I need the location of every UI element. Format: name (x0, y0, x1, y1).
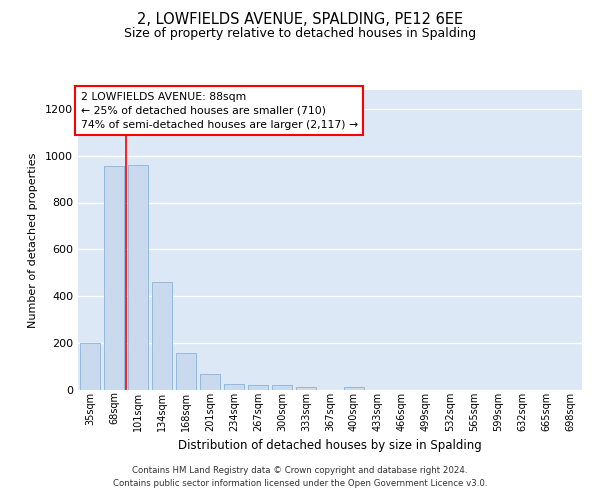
X-axis label: Distribution of detached houses by size in Spalding: Distribution of detached houses by size … (178, 439, 482, 452)
Bar (104, 166, 124, 390)
Bar (200, 374, 220, 390)
Bar (272, 386, 292, 390)
Y-axis label: Number of detached properties: Number of detached properties (28, 152, 38, 328)
Bar (152, 282, 172, 390)
Bar (296, 387, 316, 390)
Bar (176, 352, 196, 390)
Bar (224, 384, 244, 390)
Text: 2, LOWFIELDS AVENUE, SPALDING, PE12 6EE: 2, LOWFIELDS AVENUE, SPALDING, PE12 6EE (137, 12, 463, 28)
Bar (344, 387, 364, 390)
Bar (80, 343, 100, 390)
Text: 2 LOWFIELDS AVENUE: 88sqm
← 25% of detached houses are smaller (710)
74% of semi: 2 LOWFIELDS AVENUE: 88sqm ← 25% of detac… (80, 92, 358, 130)
Bar (248, 385, 268, 390)
Text: Size of property relative to detached houses in Spalding: Size of property relative to detached ho… (124, 28, 476, 40)
Text: Contains HM Land Registry data © Crown copyright and database right 2024.
Contai: Contains HM Land Registry data © Crown c… (113, 466, 487, 487)
Bar (128, 165, 148, 390)
